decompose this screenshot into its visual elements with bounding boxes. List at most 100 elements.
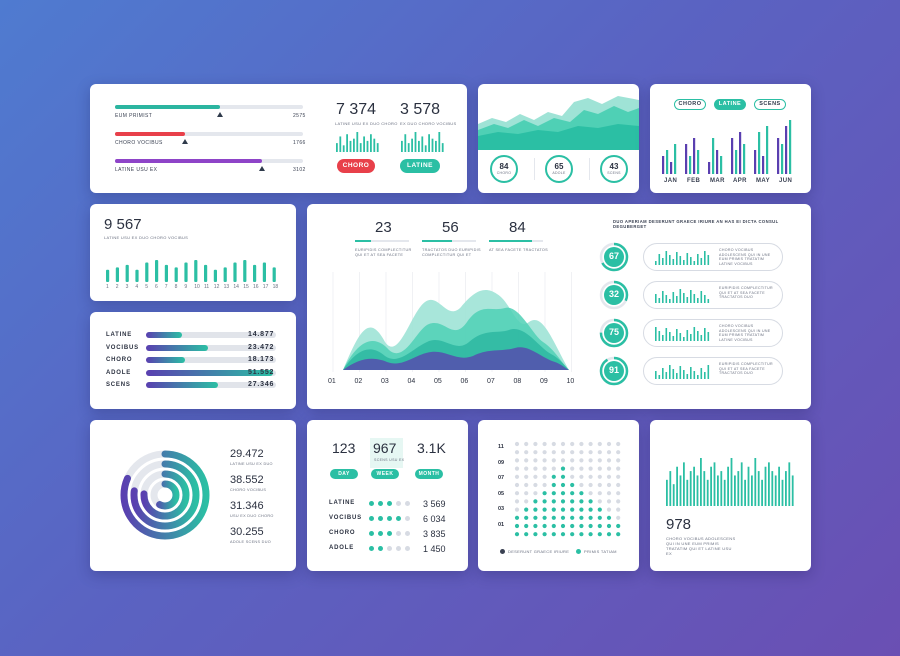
grid-dot	[560, 450, 566, 455]
grid-y-tick: 05	[498, 490, 505, 497]
rating-dot	[369, 546, 374, 551]
rating-dot	[396, 501, 401, 506]
hbar-fill	[146, 332, 183, 338]
hbar-value: 14.877	[248, 331, 275, 338]
grid-dot	[579, 499, 584, 504]
spark-bar	[424, 145, 427, 152]
score-spark-bar	[693, 294, 696, 303]
dot-row-value: 1 450	[423, 544, 446, 554]
filter-pill-choro[interactable]: CHORO	[674, 99, 706, 110]
dot-row-label: VOCIBUS	[329, 515, 362, 521]
progress-track	[115, 132, 303, 136]
month-bar	[777, 138, 780, 174]
progress-card: EUM PRIMIST 2575 CHORO VOCIBUS 1766 LATINE U…	[90, 84, 467, 193]
grid-dot	[533, 507, 538, 512]
kpi-value: 23	[375, 219, 392, 236]
hbar-fill	[146, 369, 274, 376]
grid-dot	[524, 507, 529, 512]
score-caption: CHORO VOCIBUS ADOLESCENS QUI IN UNE EUM …	[719, 324, 771, 342]
x-tick: 03	[381, 378, 389, 385]
score-spark-bar	[693, 327, 696, 341]
filter-pill-latine[interactable]: LATINE	[714, 99, 746, 110]
spark-bar	[342, 145, 345, 152]
kpi-value: 56	[442, 219, 459, 236]
score-ring: 91	[599, 356, 629, 386]
spark-bar	[373, 138, 376, 152]
x-tick: 04	[407, 378, 416, 385]
score-ring: 75	[599, 318, 629, 348]
month-bar	[674, 144, 677, 174]
hbar-track	[146, 357, 276, 363]
latine-button[interactable]: LATINE	[400, 159, 440, 173]
area-card: 84 CHORO 65 ADOLE 43 SCENS	[478, 84, 639, 193]
grid-dot	[579, 441, 584, 447]
grid-dot	[616, 466, 621, 471]
score-spark-bar	[669, 332, 671, 341]
grid-dot	[551, 491, 556, 496]
spark-bar	[349, 140, 352, 152]
period-value: 3.1K	[417, 440, 446, 456]
daily-tick: 7	[164, 284, 168, 290]
x-tick: 09	[540, 378, 548, 385]
grid-dot	[560, 507, 566, 512]
progress-fill	[115, 105, 221, 109]
grid-dot	[524, 532, 529, 537]
concentric-rings-chart	[120, 450, 210, 540]
grid-dot	[606, 499, 612, 504]
score-spark-bar	[672, 259, 675, 265]
dense-bar	[679, 475, 682, 506]
stat-latine-caption: EX DUO CHORO VOCIBUS	[400, 121, 457, 126]
grid-dot	[579, 523, 584, 529]
filter-pill-scens[interactable]: SCENS	[754, 99, 786, 110]
spark-bar	[441, 143, 444, 152]
dense-bar	[764, 466, 767, 506]
period-caption: SCENS USU EX	[374, 458, 405, 462]
period-day-button[interactable]: DAY	[330, 469, 358, 479]
grid-dot	[524, 474, 529, 479]
dense-bar	[689, 471, 692, 506]
grid-dot	[533, 474, 538, 479]
hbar-track	[146, 332, 276, 338]
choro-button[interactable]: CHORO	[337, 159, 375, 173]
daily-tick: 17	[262, 284, 269, 290]
dense-bar	[706, 479, 709, 506]
progress-label: CHORO VOCIBUS	[115, 140, 163, 146]
period-value: 123	[332, 440, 356, 456]
period-month-button[interactable]: MONTH	[415, 469, 443, 479]
dense-bar	[747, 466, 750, 506]
score-ring-core	[604, 247, 624, 267]
kpi-value: 84	[509, 219, 526, 236]
kpi-track	[355, 240, 409, 242]
dense-bar	[703, 471, 706, 506]
grid-dot	[570, 491, 575, 496]
daily-bar	[184, 262, 188, 282]
progress-fill	[115, 132, 185, 136]
grid-dot	[570, 466, 575, 471]
spark-bar	[404, 134, 407, 152]
grid-dot	[616, 474, 621, 479]
daily-tick: 14	[233, 284, 239, 290]
grid-dot	[606, 458, 612, 463]
grid-dot	[606, 482, 612, 488]
daily-tick: 18	[272, 284, 279, 290]
rating-dot	[405, 531, 410, 536]
progress-fill	[115, 159, 262, 163]
month-bar	[670, 162, 673, 174]
month-bar	[708, 162, 711, 174]
dense-bar	[734, 475, 736, 506]
grid-dot	[597, 515, 602, 520]
x-tick: 02	[354, 378, 363, 385]
month-label: JUN	[779, 178, 793, 184]
score-spark-bar	[669, 299, 671, 303]
grid-dot	[579, 515, 584, 520]
score-spark-bar	[690, 334, 692, 341]
score-value: 91	[608, 365, 619, 375]
grid-dot	[570, 458, 575, 463]
grid-dot	[560, 482, 566, 488]
grid-dot	[560, 523, 566, 529]
grid-dot	[542, 458, 547, 463]
period-week-button[interactable]: WEEK	[371, 469, 399, 479]
rating-dot	[387, 531, 392, 536]
stat-circle: 43 SCENS	[600, 155, 628, 183]
score-spark-bar	[676, 252, 678, 265]
